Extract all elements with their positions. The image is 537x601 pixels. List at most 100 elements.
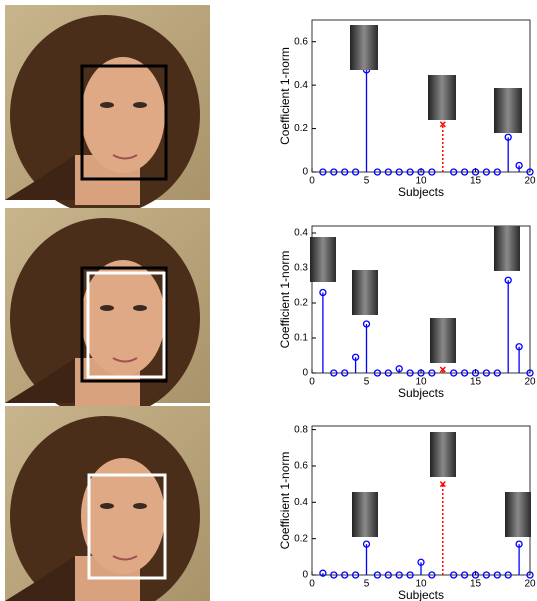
marker bbox=[450, 369, 458, 377]
marker bbox=[482, 571, 491, 579]
y-tick-label: 0.2 bbox=[294, 533, 308, 544]
marker bbox=[341, 369, 349, 377]
detection-box bbox=[80, 64, 168, 181]
x-tick-label: 0 bbox=[309, 579, 315, 590]
x-tick-label: 10 bbox=[415, 377, 427, 388]
thumbnail bbox=[352, 492, 378, 537]
marker bbox=[330, 571, 338, 579]
marker bbox=[330, 168, 338, 176]
marker bbox=[417, 168, 425, 176]
y-tick-label: 0.6 bbox=[294, 461, 308, 472]
x-tick-label: 5 bbox=[364, 176, 370, 187]
marker bbox=[406, 369, 414, 377]
marker bbox=[384, 369, 392, 377]
marker bbox=[504, 571, 512, 579]
marker bbox=[526, 571, 534, 579]
marker bbox=[526, 369, 534, 377]
y-tick-label: 0.4 bbox=[294, 497, 308, 508]
marker bbox=[460, 168, 469, 176]
marker bbox=[504, 133, 512, 141]
x-tick-label: 5 bbox=[364, 377, 370, 388]
marker bbox=[319, 288, 327, 297]
marker bbox=[362, 320, 371, 328]
x-tick-label: 15 bbox=[470, 579, 482, 590]
thumbnail bbox=[310, 237, 336, 282]
marker bbox=[482, 369, 491, 377]
marker bbox=[450, 168, 458, 176]
thumbnail bbox=[505, 492, 531, 537]
aligned-box bbox=[86, 271, 166, 379]
marker bbox=[471, 571, 480, 579]
marker bbox=[406, 168, 414, 176]
y-tick-label: 0.4 bbox=[294, 228, 308, 239]
y-tick-label: 0.2 bbox=[294, 298, 308, 309]
marker bbox=[460, 571, 469, 579]
marker bbox=[395, 168, 403, 176]
axes-box bbox=[311, 425, 531, 576]
y-tick-label: 0.6 bbox=[294, 36, 308, 47]
marker bbox=[362, 540, 371, 548]
x-tick-label: 15 bbox=[470, 176, 482, 187]
y-tick-label: 0.2 bbox=[294, 123, 308, 134]
marker bbox=[439, 481, 446, 488]
x-tick-label: 0 bbox=[309, 377, 315, 388]
marker bbox=[515, 161, 523, 170]
marker bbox=[395, 571, 403, 579]
marker bbox=[384, 168, 392, 176]
marker bbox=[373, 369, 382, 377]
thumbnails bbox=[310, 25, 531, 537]
thumbnail bbox=[494, 226, 520, 271]
x-tick-label: 20 bbox=[524, 176, 536, 187]
marker bbox=[515, 540, 523, 548]
marker bbox=[351, 571, 360, 579]
marker bbox=[471, 369, 480, 377]
aligned-box bbox=[87, 473, 167, 580]
y-tick-label: 0 bbox=[302, 167, 308, 178]
y-tick-label: 0.3 bbox=[294, 263, 308, 274]
y-tick-label: 0.1 bbox=[294, 333, 308, 344]
x-tick-label: 20 bbox=[524, 377, 536, 388]
x-tick-label: 10 bbox=[415, 579, 427, 590]
marker bbox=[319, 569, 327, 577]
marker bbox=[493, 168, 501, 176]
detection-box bbox=[80, 266, 168, 383]
marker bbox=[460, 369, 469, 377]
marker bbox=[406, 571, 414, 579]
marker bbox=[428, 571, 436, 579]
marker bbox=[493, 369, 501, 377]
x-axis-label: Subjects bbox=[398, 588, 444, 601]
thumbnail bbox=[430, 432, 456, 477]
marker bbox=[417, 369, 425, 377]
marker bbox=[493, 571, 501, 579]
marker bbox=[526, 168, 534, 176]
marker bbox=[330, 369, 338, 377]
thumbnail bbox=[350, 25, 378, 70]
x-axis-label: Subjects bbox=[398, 185, 444, 199]
photo bbox=[4, 207, 211, 419]
thumbnail bbox=[428, 75, 456, 120]
y-tick-label: 0.8 bbox=[294, 424, 308, 435]
y-axis-label: Coefficient 1-norm bbox=[278, 47, 292, 145]
marker bbox=[395, 365, 403, 373]
x-tick-label: 20 bbox=[524, 579, 536, 590]
marker bbox=[373, 571, 382, 579]
y-tick-label: 0 bbox=[302, 570, 308, 581]
marker bbox=[504, 276, 512, 284]
marker bbox=[417, 558, 425, 566]
photo bbox=[4, 4, 211, 216]
marker bbox=[319, 168, 327, 176]
y-tick-label: 0 bbox=[302, 368, 308, 379]
marker bbox=[351, 168, 360, 176]
marker bbox=[351, 353, 360, 361]
marker bbox=[341, 168, 349, 176]
y-axis-label: Coefficient 1-norm bbox=[278, 251, 292, 349]
marker bbox=[515, 343, 523, 351]
marker bbox=[450, 571, 458, 579]
marker bbox=[439, 366, 446, 373]
thumbnail bbox=[494, 88, 522, 133]
x-tick-label: 5 bbox=[364, 579, 370, 590]
marker bbox=[428, 369, 436, 377]
marker bbox=[373, 168, 382, 176]
